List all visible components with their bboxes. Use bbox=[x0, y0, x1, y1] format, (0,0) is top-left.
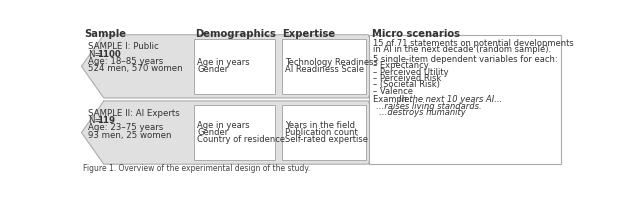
Text: Example:: Example: bbox=[373, 95, 415, 104]
Text: Publication count: Publication count bbox=[285, 128, 357, 137]
Text: Age in years: Age in years bbox=[197, 58, 250, 67]
Text: 524 men, 570 women: 524 men, 570 women bbox=[88, 64, 182, 73]
Text: AI Readiness Scale: AI Readiness Scale bbox=[285, 65, 364, 74]
Bar bbox=[369, 35, 561, 164]
Text: 119: 119 bbox=[97, 116, 115, 125]
Text: Age: 23–75 years: Age: 23–75 years bbox=[88, 123, 163, 132]
Bar bbox=[282, 105, 366, 160]
Text: Self-rated expertise: Self-rated expertise bbox=[285, 135, 367, 144]
Text: …destroys humanity: …destroys humanity bbox=[379, 108, 466, 117]
Text: – Expectancy: – Expectancy bbox=[373, 61, 429, 70]
Text: Age in years: Age in years bbox=[197, 121, 250, 130]
Text: In the next 10 years AI...: In the next 10 years AI... bbox=[399, 95, 502, 104]
Text: Age: 18–85 years: Age: 18–85 years bbox=[88, 57, 163, 66]
Bar bbox=[282, 39, 366, 94]
Bar bbox=[194, 39, 275, 94]
Text: …raises living standards.: …raises living standards. bbox=[376, 102, 482, 111]
Text: N=: N= bbox=[88, 50, 102, 59]
Text: SAMPLE I: Public: SAMPLE I: Public bbox=[88, 42, 159, 51]
Text: – (Societal Risk): – (Societal Risk) bbox=[373, 80, 440, 89]
Text: Technology Readiness: Technology Readiness bbox=[285, 58, 378, 67]
Text: 5 single-item dependent variables for each:: 5 single-item dependent variables for ea… bbox=[373, 55, 557, 64]
Text: 93 men, 25 women: 93 men, 25 women bbox=[88, 131, 172, 140]
Text: Sample: Sample bbox=[84, 29, 127, 39]
Text: Gender: Gender bbox=[197, 128, 228, 137]
Text: Micro scenarios: Micro scenarios bbox=[372, 29, 460, 39]
Text: – Valence: – Valence bbox=[373, 87, 413, 96]
Text: Gender: Gender bbox=[197, 65, 228, 74]
Text: Expertise: Expertise bbox=[282, 29, 335, 39]
Polygon shape bbox=[81, 101, 380, 164]
Text: – Perceived Utility: – Perceived Utility bbox=[373, 68, 449, 77]
Text: 15 of 71 statements on potential developments: 15 of 71 statements on potential develop… bbox=[373, 39, 573, 48]
Text: Country of residence: Country of residence bbox=[197, 135, 285, 144]
Text: SAMPLE II: AI Experts: SAMPLE II: AI Experts bbox=[88, 109, 179, 118]
Text: Demographics: Demographics bbox=[195, 29, 276, 39]
Text: – Perceived Risk: – Perceived Risk bbox=[373, 74, 442, 83]
Text: N=: N= bbox=[88, 116, 102, 125]
Polygon shape bbox=[81, 35, 380, 98]
Bar bbox=[194, 105, 275, 160]
Text: Years in the field: Years in the field bbox=[285, 121, 355, 130]
Text: Figure 1. Overview of the experimental design of the study.: Figure 1. Overview of the experimental d… bbox=[83, 164, 310, 173]
Text: 1100: 1100 bbox=[97, 50, 121, 59]
Text: in AI in the next decade (random sample).: in AI in the next decade (random sample)… bbox=[373, 45, 551, 54]
